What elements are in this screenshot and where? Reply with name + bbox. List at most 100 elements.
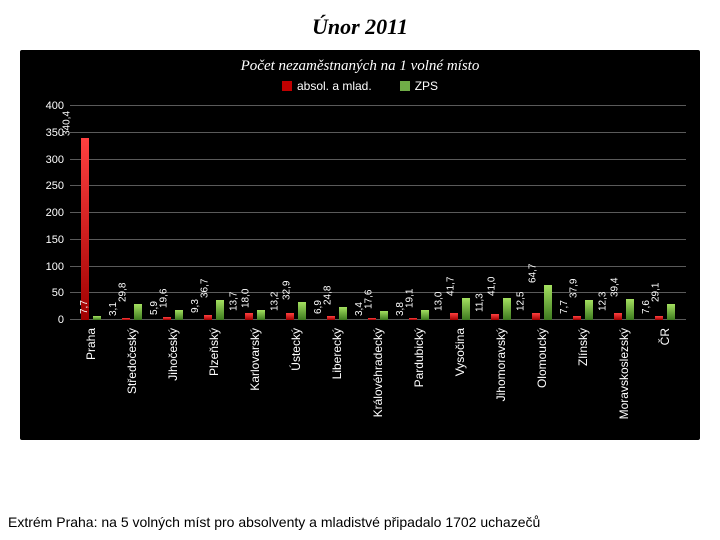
bar-value-label: 3,1 [108,302,119,316]
bar-value-label: 12,3 [598,292,609,311]
bar-zps: 29,8 [134,304,142,320]
bar-value-label: 19,1 [404,288,415,307]
bar-value-label: 9,3 [190,299,201,313]
y-axis: 050100150200250300350400 [32,106,66,320]
bar-zps: 7,7 [93,316,101,320]
bar-value-label: 36,7 [199,279,210,298]
bar-group: 3,129,8 [111,106,152,320]
x-tick-label: Moravskoslezský [617,328,631,419]
x-tick: Středočeský [111,324,152,436]
bar-value-label: 7,7 [559,300,570,314]
x-tick: ČR [645,324,686,436]
bar-value-label: 13,2 [269,291,280,310]
y-tick: 200 [30,207,64,219]
bar-zps: 17,6 [380,311,388,320]
x-tick: Liberecký [316,324,357,436]
x-tick-label: Jihomoravský [494,328,508,401]
x-tick: Plzeňský [193,324,234,436]
bar-absol: 3,1 [122,318,130,320]
bar-value-label: 11,3 [475,293,486,312]
bars: 340,47,73,129,85,919,69,336,713,718,013,… [70,106,686,320]
bar-value-label: 24,8 [322,285,333,304]
y-tick: 400 [30,100,64,112]
bar-value-label: 17,6 [363,289,374,308]
x-tick: Olomoucký [522,324,563,436]
bar-value-label: 13,7 [228,291,239,310]
bar-value-label: 19,6 [158,288,169,307]
bar-absol: 12,5 [532,313,540,320]
legend-label-absol: absol. a mlad. [297,79,372,93]
bar-zps: 37,9 [585,300,593,320]
bar-absol: 3,4 [368,318,376,320]
bar-group: 13,0 41,7 [440,106,481,320]
bar-group: 13,7 18,0 [234,106,275,320]
x-tick-label: Zlínský [576,328,590,366]
x-tick-label: Královéhradecký [371,328,385,417]
bar-zps: 41,0 [503,298,511,320]
legend: absol. a mlad. ZPS [20,79,700,97]
bar-zps: 32,9 [298,302,306,320]
bar-value-label: 29,1 [651,283,662,302]
x-tick: Praha [70,324,111,436]
bar-zps: 19,1 [421,310,429,320]
bar-zps: 39,4 [626,299,634,320]
x-tick-label: Ústecký [289,328,303,371]
bar-value-label: 41,0 [486,277,497,296]
y-tick: 300 [30,154,64,166]
x-tick-label: Pardubický [412,328,426,387]
bar-absol: 13,2 [286,313,294,320]
y-tick: 100 [30,261,64,273]
bar-group: 340,47,7 [70,106,111,320]
bar-group: 9,336,7 [193,106,234,320]
bar-value-label: 29,8 [117,283,128,302]
x-tick: Zlínský [563,324,604,436]
page: Únor 2011 Počet nezaměstnaných na 1 voln… [0,0,720,540]
bar-group: 7,6 29,1 [645,106,686,320]
bar-group: 12,5 64,7 [522,106,563,320]
x-tick: Moravskoslezský [604,324,645,436]
legend-swatch-zps [400,81,410,91]
x-tick-label: Praha [84,328,98,360]
bar-absol: 13,0 [450,313,458,320]
bar-absol: 7,6 [655,316,663,320]
bar-group: 13,2 32,9 [275,106,316,320]
bar-value-label: 7,6 [641,300,652,314]
x-axis: PrahaStředočeskýJihočeskýPlzeňskýKarlova… [70,324,686,436]
bar-group: 11,3 41,0 [481,106,522,320]
bar-absol: 13,7 [245,313,253,320]
chart-panel: Počet nezaměstnaných na 1 volné místo ab… [20,50,700,440]
x-tick-label: ČR [658,328,672,345]
x-tick-label: Středočeský [125,328,139,394]
bar-group: 6,9 24,8 [316,106,357,320]
x-tick-label: Liberecký [330,328,344,379]
bar-absol: 6,9 [327,316,335,320]
x-tick-label: Plzeňský [207,328,221,376]
bar-group: 5,9 19,6 [152,106,193,320]
bar-value-label: 64,7 [527,264,538,283]
bar-value-label: 12,5 [515,292,526,311]
bar-zps: 19,6 [175,310,183,320]
bar-group: 7,7 37,9 [563,106,604,320]
x-tick: Jihomoravský [481,324,522,436]
x-tick: Jihočeský [152,324,193,436]
bar-group: 3,8 19,1 [399,106,440,320]
bar-zps: 36,7 [216,300,224,320]
bar-absol: 5,9 [163,317,171,320]
bar-value-label: 37,9 [569,278,580,297]
x-tick: Vysočina [440,324,481,436]
bar-value-label: 18,0 [240,289,251,308]
bar-absol: 7,7 [573,316,581,320]
legend-swatch-absol [282,81,292,91]
plot-area: 340,47,73,129,85,919,69,336,713,718,013,… [70,106,686,320]
x-tick-label: Olomoucký [535,328,549,388]
bar-absol: 11,3 [491,314,499,320]
bar-absol: 3,8 [409,318,417,320]
bar-value-label: 39,4 [610,277,621,296]
y-tick: 350 [30,127,64,139]
x-tick-label: Vysočina [453,328,467,376]
bar-group: 3,4 17,6 [357,106,398,320]
bar-value-label: 41,7 [445,276,456,295]
legend-item-absol: absol. a mlad. [282,79,372,93]
footnote: Extrém Praha: na 5 volných míst pro abso… [8,514,720,530]
bar-zps: 64,7 [544,285,552,320]
